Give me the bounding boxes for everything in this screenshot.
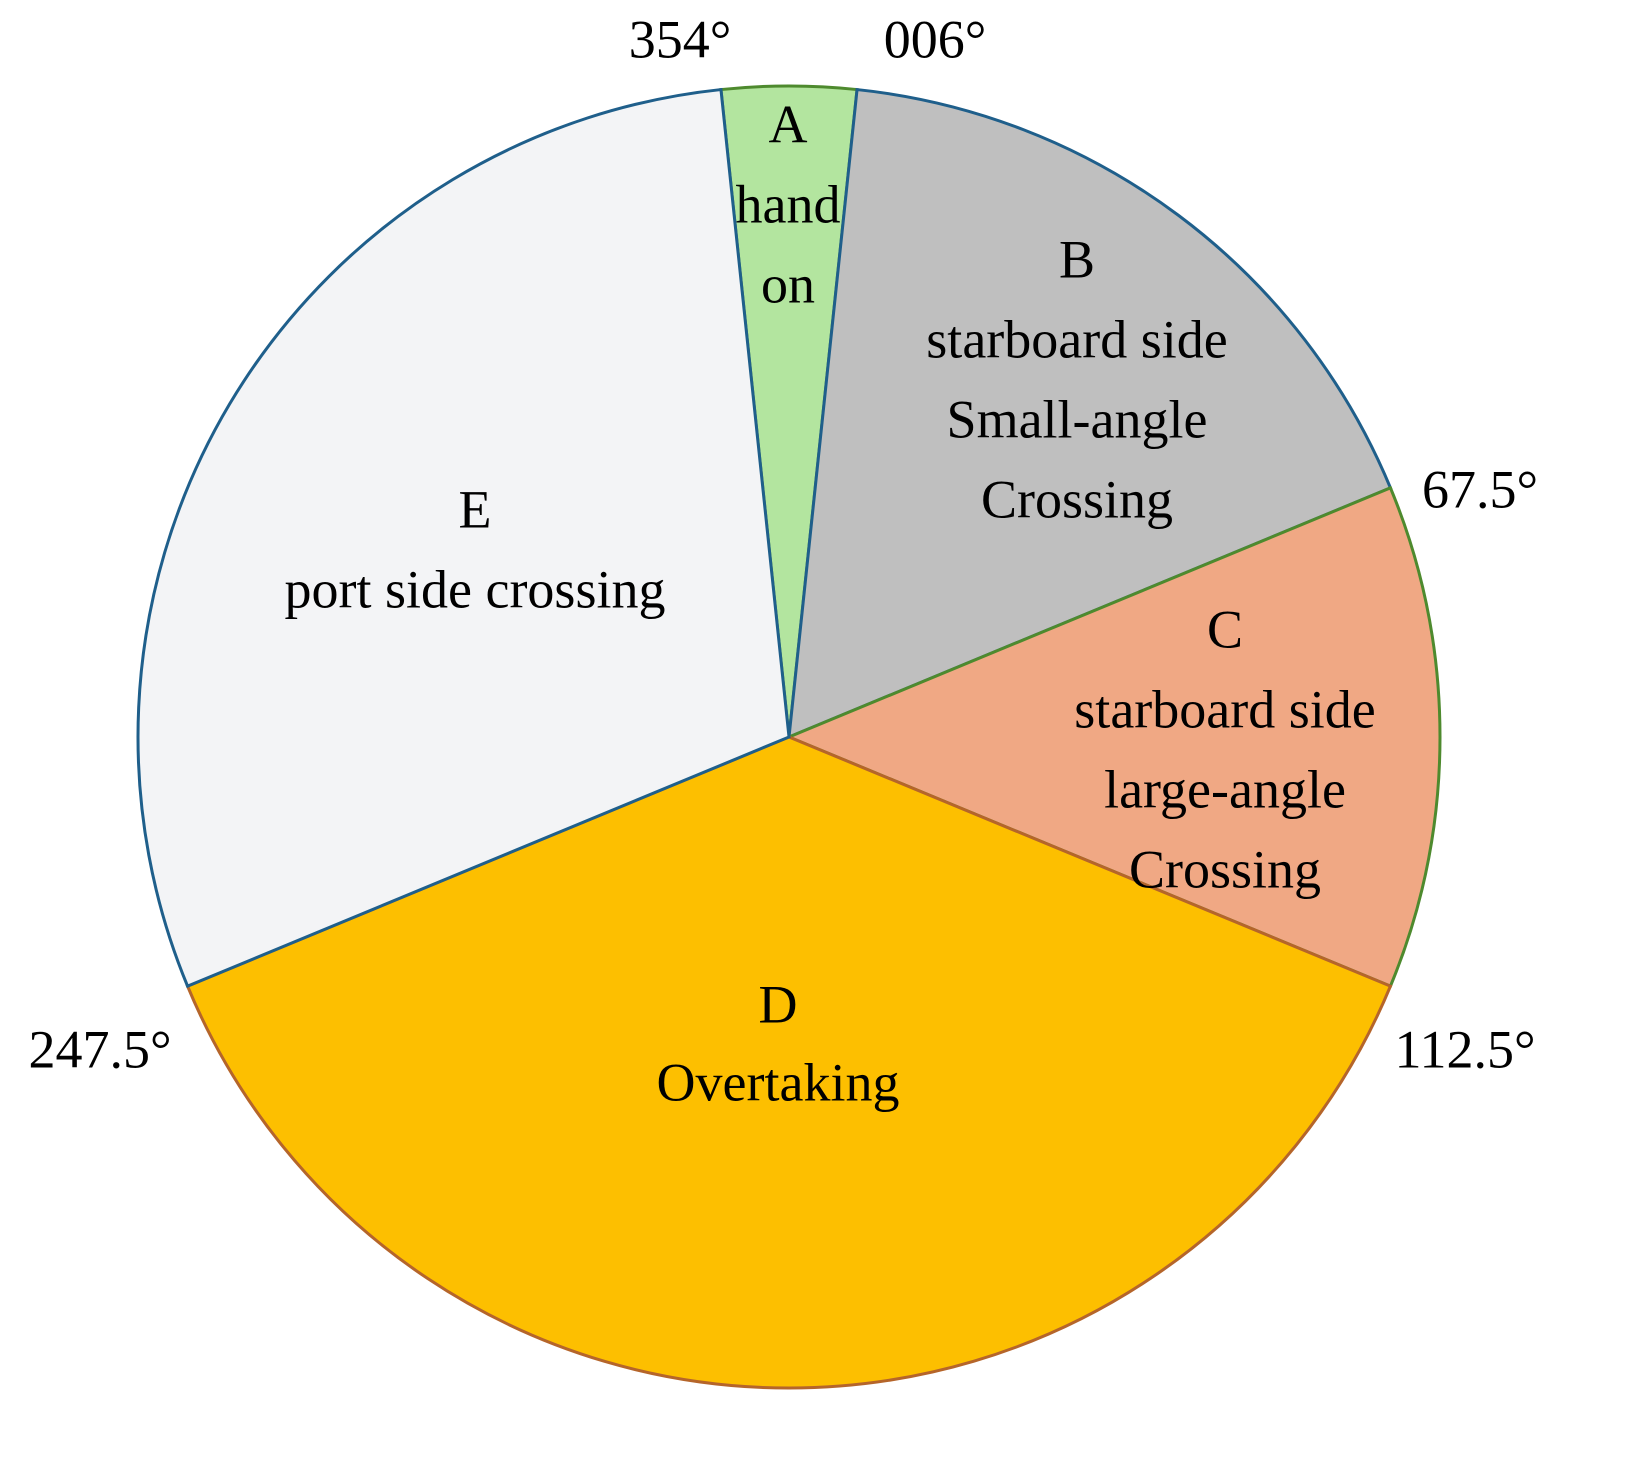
sector-description: Crossing (1129, 839, 1321, 899)
bearing-label: 247.5° (28, 1019, 171, 1079)
sector-description: hand (736, 174, 841, 234)
sector-description: starboard side (1074, 679, 1375, 739)
bearing-label: 112.5° (1394, 1019, 1535, 1079)
sector (787, 87, 1393, 740)
sector-description: starboard side (926, 309, 1227, 369)
bearing-label: 354° (629, 9, 732, 69)
sector-description: Overtaking (657, 1052, 900, 1112)
sector-name: B (1059, 229, 1095, 289)
sector (185, 735, 1393, 1390)
sector-name: C (1207, 599, 1243, 659)
sector-description: large-angle (1104, 759, 1346, 819)
sector-description: port side crossing (285, 559, 666, 619)
sector-description: on (761, 254, 815, 314)
sector-name: E (459, 479, 492, 539)
sector-description: Crossing (981, 469, 1173, 529)
bearing-label: 67.5° (1422, 459, 1538, 519)
sector-name: D (759, 974, 798, 1034)
bearing-label: 006° (884, 9, 987, 69)
sector-name: A (769, 94, 808, 154)
sector (136, 87, 791, 989)
sector-description: Small-angle (947, 389, 1208, 449)
sector (785, 485, 1442, 989)
